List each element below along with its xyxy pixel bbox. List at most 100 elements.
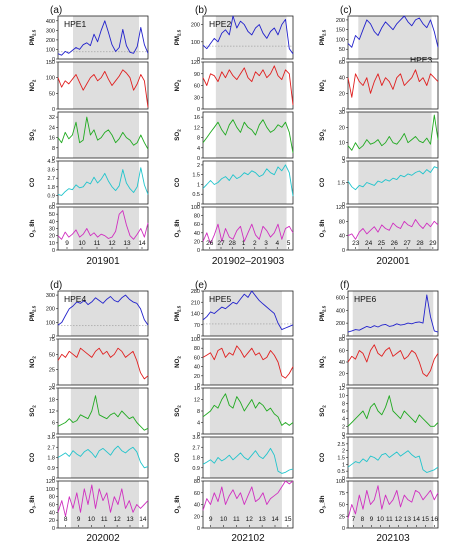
- episode-shade: [352, 481, 434, 528]
- y-tick-label: 10: [49, 241, 55, 247]
- y-axis-label: PM2.5: [29, 305, 37, 321]
- x-tick-label: 8: [64, 516, 68, 523]
- episode-label: HPE6: [354, 294, 376, 304]
- y-axis-label: O3_8h: [319, 219, 327, 237]
- y-tick-label: 60: [194, 84, 200, 90]
- x-tick-label: 7: [352, 516, 356, 523]
- plot-frame: [202, 206, 294, 251]
- y-tick-label: 40: [49, 219, 55, 225]
- y-tick-label: 8: [342, 401, 345, 407]
- y-axis-label: NO2: [174, 79, 182, 91]
- subplot-pm25: 0 100 200 PM2.5 (b)HPE2: [174, 5, 294, 63]
- y-tick-label: 24: [49, 386, 55, 392]
- x-tick-label: 14: [139, 516, 147, 523]
- y-tick-label: 0: [197, 202, 200, 208]
- y-tick-label: 8: [52, 146, 55, 152]
- y-axis-label: CO: [174, 453, 181, 462]
- period-label: 202002: [86, 533, 120, 544]
- x-tick-label: 27: [404, 240, 412, 247]
- x-tick-label: 13: [404, 516, 412, 523]
- y-tick-label: 100: [46, 320, 55, 326]
- plot-frame: [57, 61, 149, 110]
- subplot-no2: 0 20 40 60 NO2: [319, 60, 439, 113]
- y-tick-label: 80: [339, 219, 345, 225]
- y-axis-label: SO2: [319, 405, 327, 417]
- y-tick-label: 40: [339, 234, 345, 240]
- y-tick-label: 20: [49, 234, 55, 240]
- y-tick-label: 0: [52, 432, 55, 438]
- y-tick-label: 200: [46, 307, 55, 313]
- period-label: 202001: [376, 256, 410, 267]
- y-axis-label: CO: [319, 453, 326, 462]
- series-line: [347, 344, 439, 377]
- y-tick-label: 50: [49, 212, 55, 218]
- episode-shade: [352, 339, 434, 385]
- y-tick-label: 0: [197, 432, 200, 438]
- episode-shade: [73, 62, 139, 109]
- subplot-o38h: 0 20 40 60 80 O3_8h: [174, 479, 294, 532]
- series-line: [202, 480, 294, 511]
- panel-label: (b): [195, 5, 207, 16]
- y-tick-label: 30: [339, 110, 345, 116]
- series-line: [57, 116, 149, 150]
- y-tick-label: 0.5: [337, 469, 345, 475]
- y-tick-label: 2: [197, 163, 200, 169]
- series-line: [57, 445, 149, 469]
- y-tick-label: 3: [342, 159, 345, 165]
- subplot-co: 0 0.9 1.8 2.7 3.6 CO: [29, 435, 149, 482]
- plot-frame: [347, 111, 439, 159]
- plot-frame: [57, 15, 149, 60]
- y-tick-label: 0: [197, 248, 200, 254]
- y-tick-label: 75: [49, 337, 55, 343]
- x-tick-label: 13: [259, 516, 267, 523]
- x-tick-label: 12: [114, 516, 122, 523]
- y-tick-label: 20: [49, 518, 55, 524]
- y-axis-label: SO2: [319, 129, 327, 141]
- y-tick-label: 3.6: [47, 168, 55, 174]
- y-tick-label: 120: [336, 205, 345, 211]
- y-tick-label: 60: [49, 205, 55, 211]
- y-tick-label: 2: [342, 449, 345, 455]
- subplot-pm25: 0 50 100 150 200 PM2.5 (c) HPE3: [319, 5, 439, 65]
- y-tick-label: 8: [197, 136, 200, 142]
- y-tick-label: 16: [194, 386, 200, 392]
- y-tick-label: 20: [194, 239, 200, 245]
- subplot-so2: 0 6 12 18 24 SO2: [29, 386, 149, 438]
- x-tick-label: 14: [138, 240, 146, 247]
- episode-shade: [215, 161, 287, 204]
- y-tick-label: 40: [194, 503, 200, 509]
- y-axis-label: CO: [174, 178, 181, 187]
- y-tick-label: 40: [49, 510, 55, 516]
- episode-shade: [358, 112, 432, 158]
- episode-shade: [70, 339, 139, 385]
- y-tick-label: 100: [46, 487, 55, 493]
- episode-shade: [215, 207, 287, 250]
- y-axis-label: PM2.5: [319, 305, 327, 321]
- x-tick-label: 10: [377, 516, 385, 523]
- y-tick-label: 75: [339, 491, 345, 497]
- y-tick-label: 40: [339, 76, 345, 82]
- y-tick-label: 12: [194, 125, 200, 131]
- y-tick-label: 10: [339, 141, 345, 147]
- x-tick-label: 9: [65, 240, 69, 247]
- x-tick-label: 11: [94, 240, 101, 247]
- x-tick-label: 8: [361, 516, 365, 523]
- y-tick-label: 0: [342, 57, 345, 63]
- episode-label: HPE3: [410, 55, 432, 65]
- plot-frame: [347, 206, 439, 251]
- series-line: [202, 223, 294, 245]
- episode-shade: [209, 291, 282, 336]
- chart-panel: 0100200300PM2.5(d)HPE40255075NO206121824…: [29, 280, 149, 544]
- series-line: [57, 69, 149, 108]
- y-tick-label: 2: [342, 424, 345, 430]
- y-tick-label: 100: [46, 76, 55, 82]
- x-tick-label: 9: [209, 516, 213, 523]
- y-tick-label: 18: [49, 398, 55, 404]
- episode-shade: [358, 62, 432, 109]
- x-tick-label: 12: [395, 516, 403, 523]
- series-line: [347, 485, 439, 519]
- series-line: [202, 393, 294, 426]
- y-tick-label: 0: [52, 57, 55, 63]
- episode-shade: [209, 339, 282, 385]
